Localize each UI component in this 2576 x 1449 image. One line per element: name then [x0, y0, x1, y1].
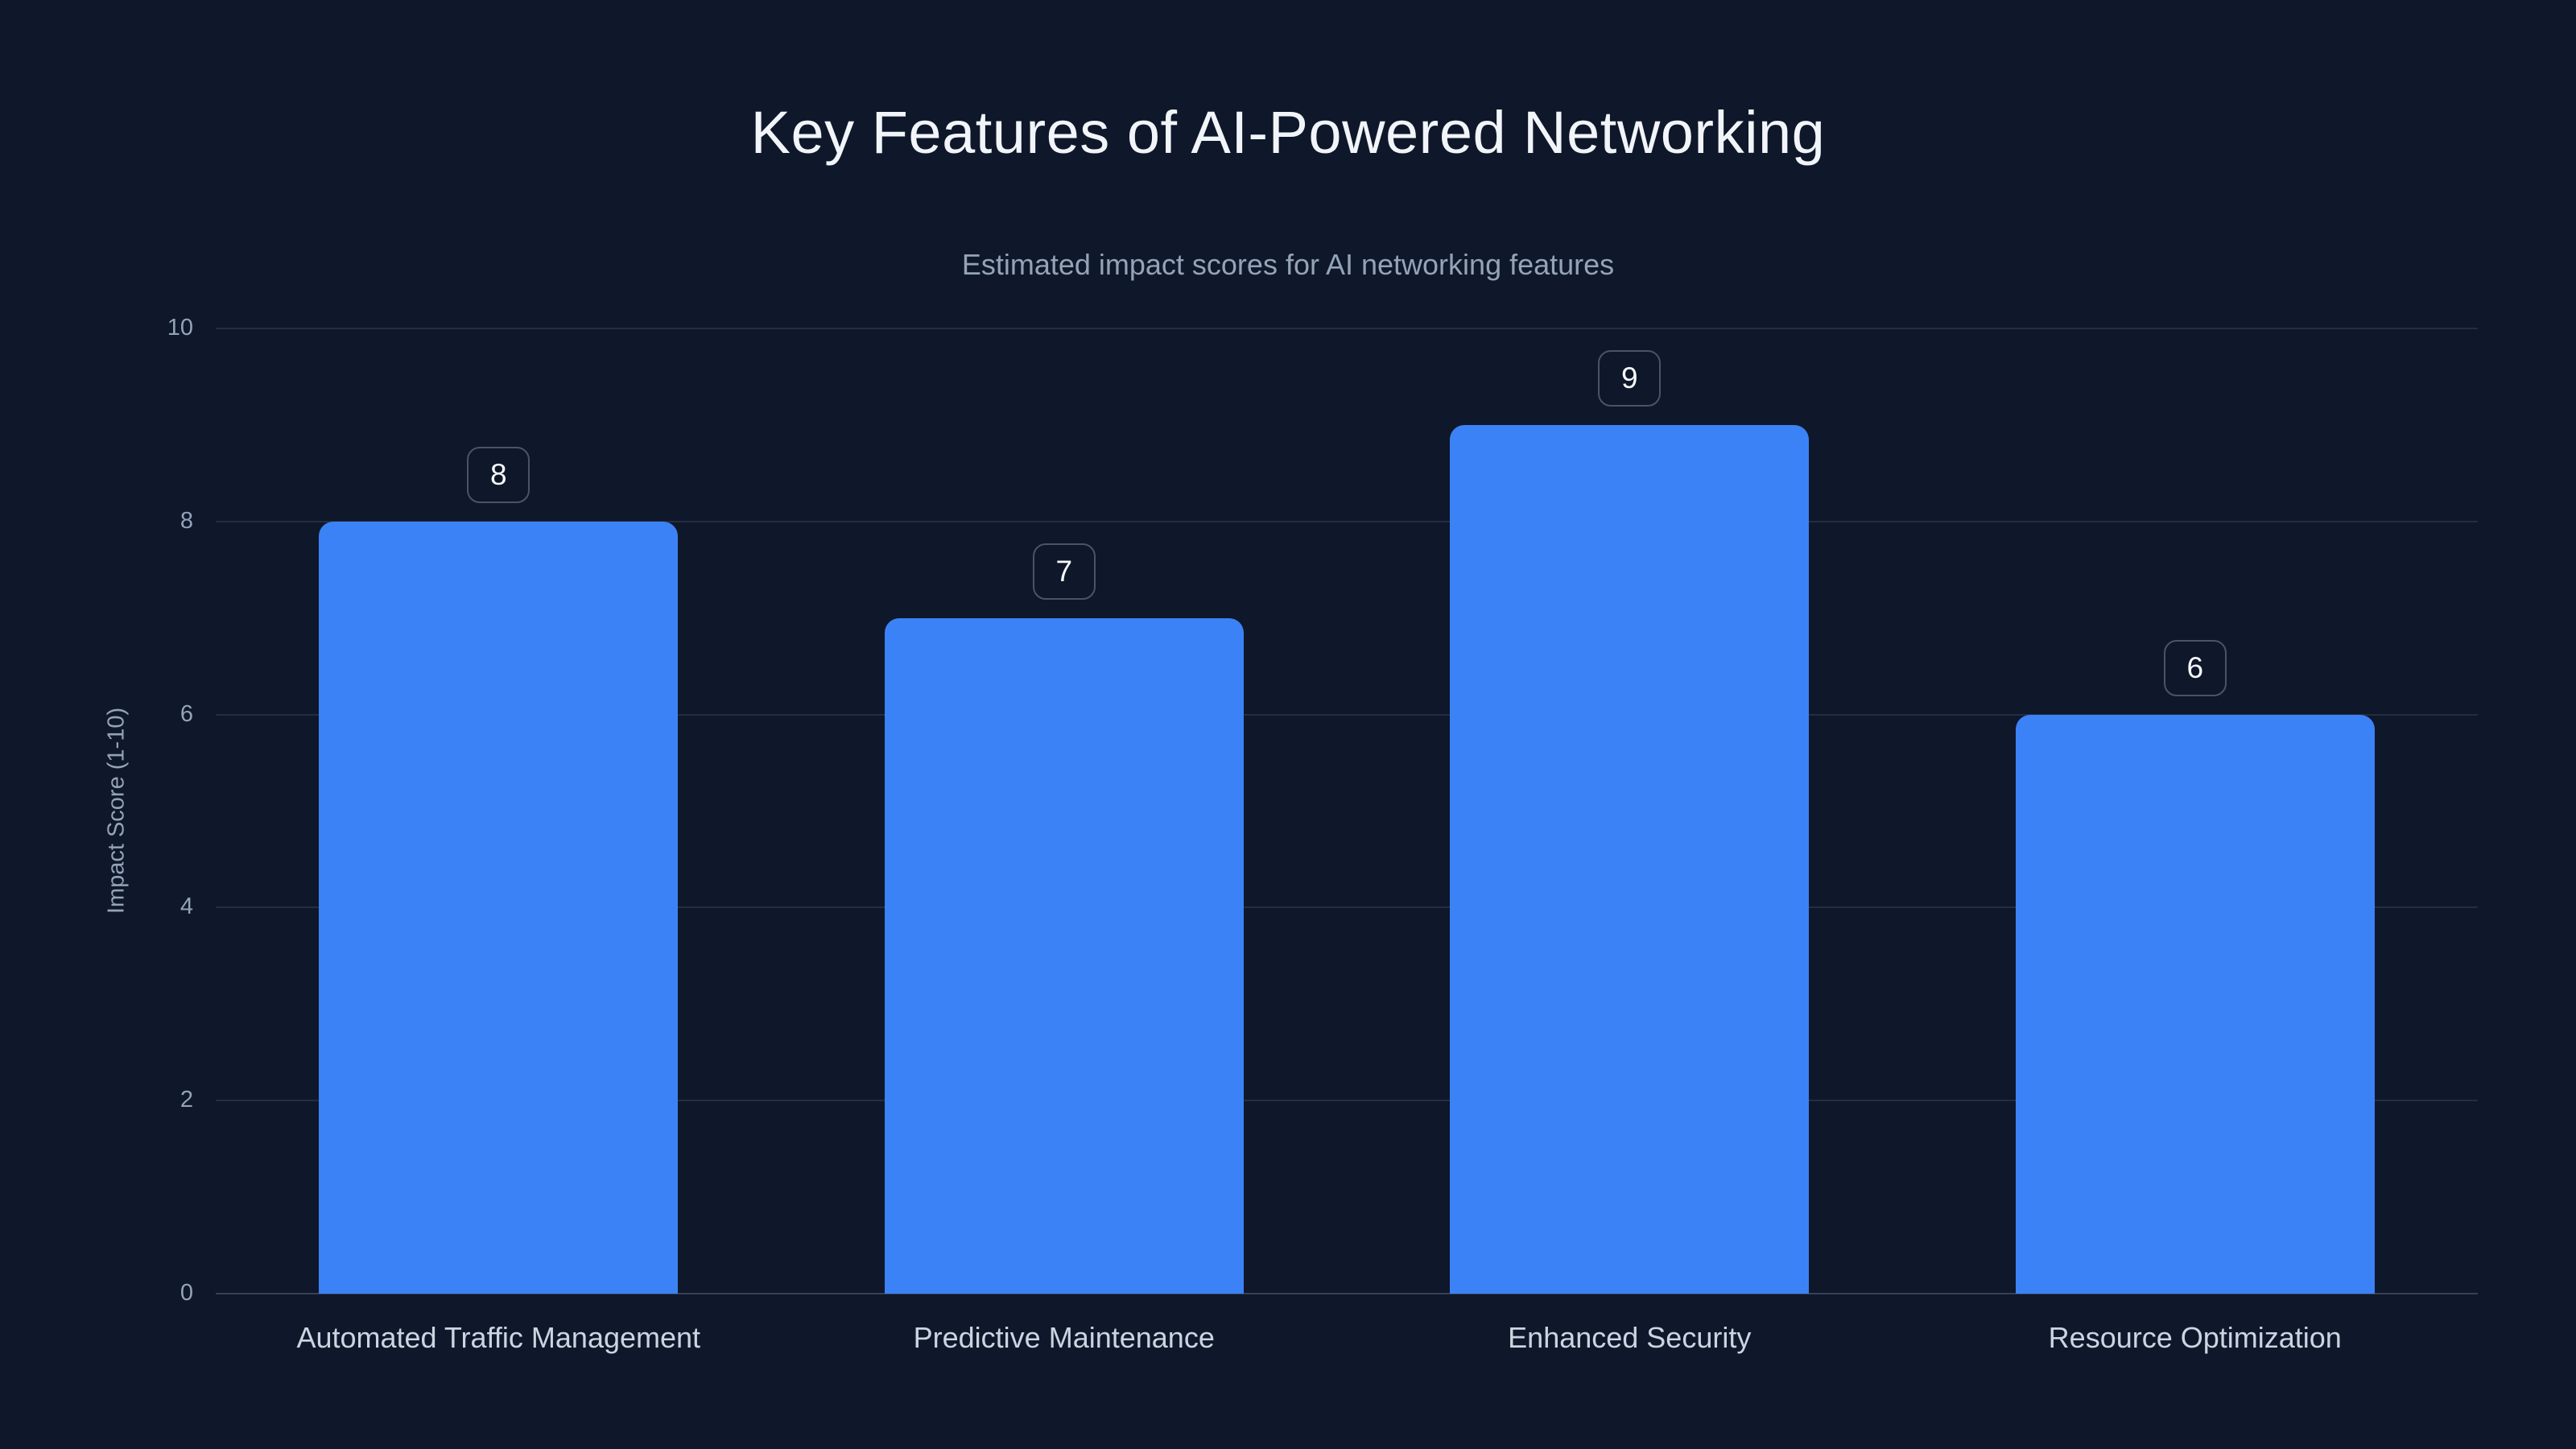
x-axis-label: Predictive Maintenance [913, 1321, 1215, 1354]
y-axis-title: Impact Score (1-10) [103, 707, 130, 914]
gridline [216, 1100, 2478, 1102]
bar-resource-optimization [2015, 714, 2375, 1294]
x-axis-label: Resource Optimization [2048, 1321, 2342, 1354]
chart-subtitle: Estimated impact scores for AI networkin… [961, 248, 1615, 281]
gridline [216, 713, 2478, 716]
y-tick-label: 10 [167, 315, 193, 341]
value-badge: 7 [1032, 543, 1096, 600]
gridline [216, 520, 2478, 522]
y-tick-label: 0 [180, 1280, 193, 1306]
chart-title: Key Features of AI-Powered Networking [750, 99, 1826, 166]
bar-enhanced-security [1450, 424, 1810, 1294]
gridline [216, 906, 2478, 909]
y-tick-label: 2 [180, 1087, 193, 1113]
y-tick-label: 6 [180, 700, 193, 727]
value-badge: 8 [467, 446, 530, 503]
x-axis-label: Enhanced Security [1508, 1321, 1752, 1354]
gridline [216, 328, 2478, 329]
value-badge: 6 [2163, 639, 2227, 696]
bar-automated-traffic-management [319, 521, 679, 1294]
y-tick-label: 4 [180, 894, 193, 920]
y-tick-label: 8 [180, 507, 193, 534]
x-axis-line [216, 1293, 2478, 1294]
value-badge: 9 [1598, 349, 1662, 407]
bar-predictive-maintenance [884, 617, 1244, 1294]
x-axis-label: Automated Traffic Management [296, 1321, 701, 1354]
